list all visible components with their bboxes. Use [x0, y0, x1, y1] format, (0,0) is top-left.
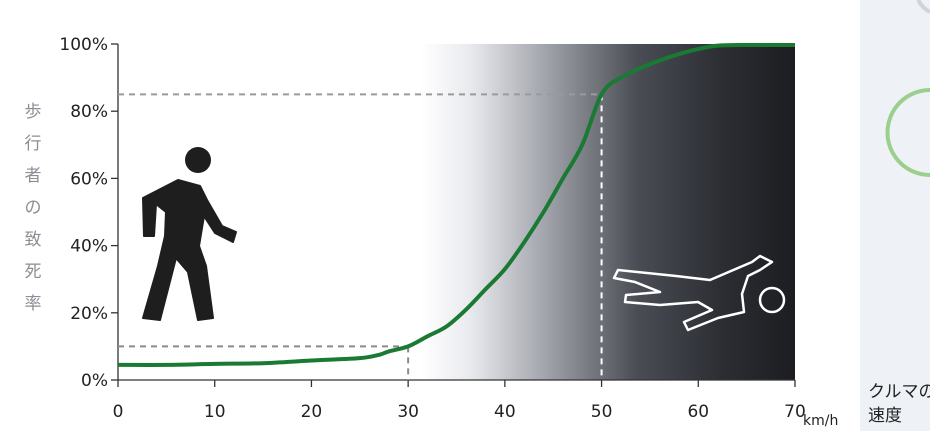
- x-axis-unit: km/h: [803, 413, 838, 429]
- y-tick-label: 20%: [70, 304, 108, 324]
- y-axis-label-char: 歩: [25, 102, 42, 122]
- reference-lines: [118, 93, 603, 380]
- y-axis-label-char: 行: [25, 134, 42, 154]
- right-margin-decor: [885, 0, 930, 177]
- x-axis-label-line2: 速度: [868, 406, 902, 426]
- x-tick-label: 70: [784, 402, 806, 422]
- x-tick-label: 20: [301, 402, 323, 422]
- y-tick-label: 80%: [70, 102, 108, 122]
- y-axis: 0% 20% 40% 60% 80% 100%: [59, 35, 119, 391]
- x-tick-label: 40: [494, 402, 516, 422]
- y-axis-label-char: 者: [25, 166, 42, 186]
- y-tick-label: 100%: [59, 35, 108, 55]
- y-axis-label-char: 率: [25, 294, 42, 314]
- y-axis-label-char: 死: [25, 262, 42, 282]
- fallen-person-icon: [612, 254, 786, 332]
- walking-pedestrian-icon: [142, 147, 237, 321]
- x-axis-label-line1: クルマの: [868, 382, 930, 402]
- x-tick-label: 30: [397, 402, 419, 422]
- y-axis-label-char: の: [25, 198, 42, 218]
- x-tick-label: 10: [204, 402, 226, 422]
- fatality-curve-line: [117, 42, 796, 367]
- y-axis-label-char: 致: [25, 230, 42, 250]
- x-tick-label: 0: [113, 402, 124, 422]
- y-tick-label: 60%: [70, 169, 108, 189]
- y-tick-label: 0%: [81, 371, 108, 391]
- x-tick-label: 50: [591, 402, 613, 422]
- y-tick-label: 40%: [70, 237, 108, 257]
- x-tick-label: 60: [687, 402, 709, 422]
